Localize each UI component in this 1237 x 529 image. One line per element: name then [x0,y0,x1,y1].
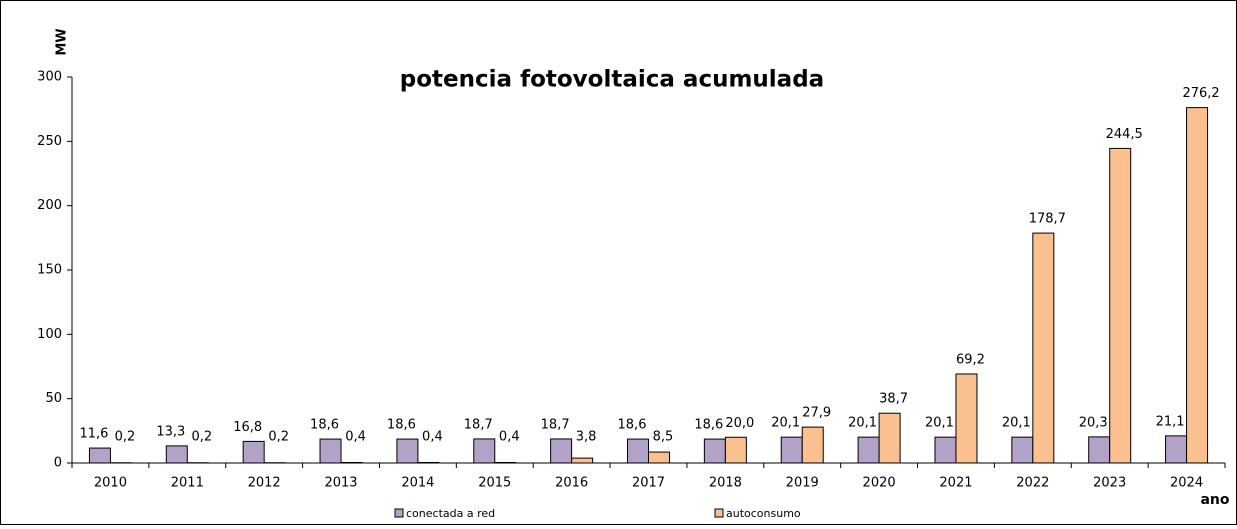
bar [1012,437,1033,463]
value-label: 178,7 [1029,212,1066,227]
x-tick-label: 2018 [709,476,742,491]
value-label: 18,7 [541,417,570,432]
value-label: 27,9 [802,406,831,421]
legend-swatch [715,509,723,517]
y-tick-label: 0 [54,456,62,471]
y-axis-title: MW [55,28,70,55]
y-tick-label: 100 [37,327,62,342]
bar [704,439,725,463]
value-label: 0,2 [115,430,136,445]
y-tick-label: 250 [37,134,62,149]
value-label: 0,4 [345,430,366,445]
x-tick-label: 2013 [324,476,357,491]
value-label: 0,2 [268,430,289,445]
bar [649,452,670,463]
legend-swatch [395,509,403,517]
value-label: 20,1 [1002,416,1031,431]
bar [956,374,977,463]
value-label: 20,0 [725,416,754,431]
value-label: 0,4 [422,430,443,445]
x-tick-label: 2015 [478,476,511,491]
x-tick-label: 2016 [555,476,588,491]
x-tick-label: 2017 [632,476,665,491]
legend-label: conectada a red [406,507,495,520]
y-tick-label: 300 [37,70,62,85]
x-tick-label: 2011 [171,476,204,491]
value-label: 20,1 [848,416,877,431]
bar [781,437,802,463]
value-label: 16,8 [233,420,262,435]
value-label: 20,1 [771,416,800,431]
y-tick-label: 150 [37,263,62,278]
bar [572,458,593,463]
bar [89,448,110,463]
value-label: 3,8 [576,430,597,445]
bar [1033,233,1054,463]
value-label: 20,3 [1079,415,1108,430]
bar [1187,108,1208,463]
value-label: 38,7 [879,392,908,407]
x-tick-label: 2021 [939,476,972,491]
x-tick-label: 2020 [863,476,896,491]
x-tick-label: 2024 [1170,476,1203,491]
x-tick-label: 2022 [1016,476,1049,491]
bar [858,437,879,463]
bar [802,427,823,463]
x-axis-title: ano [1200,492,1229,508]
bar [1166,436,1187,463]
bar [495,462,516,463]
x-tick-label: 2014 [401,476,434,491]
bar [397,439,418,463]
x-tick-label: 2023 [1093,476,1126,491]
bar [628,439,649,463]
bar [879,413,900,463]
value-label: 8,5 [653,430,674,445]
bar [320,439,341,463]
bar [1089,437,1110,463]
bar [243,441,264,463]
value-label: 276,2 [1182,86,1219,101]
x-tick-label: 2010 [94,476,127,491]
bar [935,437,956,463]
x-tick-label: 2019 [786,476,819,491]
value-label: 69,2 [956,352,985,367]
y-tick-label: 50 [45,391,62,406]
y-tick-label: 200 [37,198,62,213]
bar [166,446,187,463]
bar [341,462,362,463]
value-label: 20,1 [925,416,954,431]
value-label: 18,6 [310,418,339,433]
value-label: 18,6 [618,418,647,433]
value-label: 18,6 [387,418,416,433]
value-label: 13,3 [156,424,185,439]
value-label: 21,1 [1156,414,1185,429]
bar [725,437,746,463]
value-label: 0,4 [499,430,520,445]
bar [474,439,495,463]
value-label: 18,6 [694,418,723,433]
bar [551,439,572,463]
bar [1110,148,1131,463]
value-label: 244,5 [1106,127,1143,142]
chart-title: potencia fotovoltaica acumulada [400,67,824,93]
legend-label: autoconsumo [726,507,801,520]
value-label: 18,7 [464,417,493,432]
value-label: 11,6 [79,427,108,442]
bar [418,462,439,463]
x-tick-label: 2012 [248,476,281,491]
value-label: 0,2 [191,430,212,445]
